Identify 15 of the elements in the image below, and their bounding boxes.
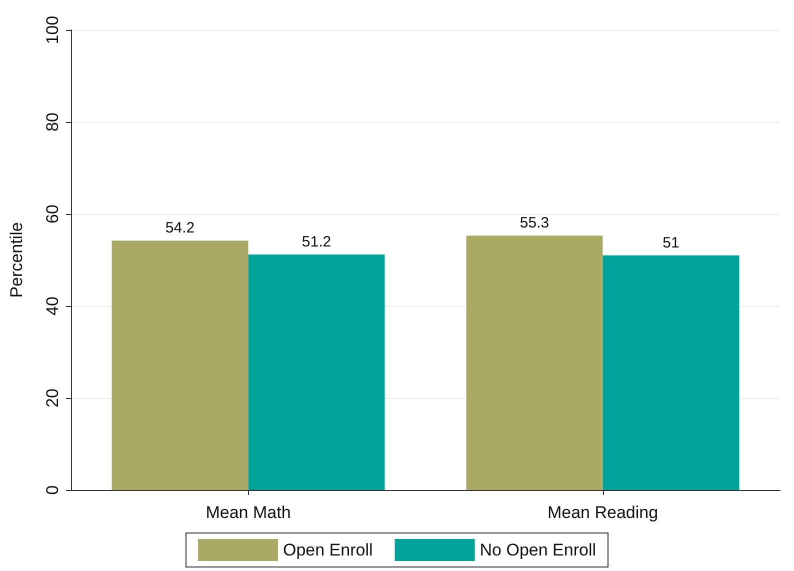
y-tick-label: 0 bbox=[43, 485, 62, 495]
y-axis-title: Percentile bbox=[7, 222, 26, 298]
x-tick-label: Mean Reading bbox=[547, 503, 658, 522]
y-tick-label: 100 bbox=[43, 16, 62, 44]
data-label: 54.2 bbox=[165, 220, 195, 237]
y-tick-label: 80 bbox=[43, 112, 62, 132]
y-tick-label: 60 bbox=[43, 204, 62, 224]
legend-label: Open Enroll bbox=[283, 540, 373, 560]
data-label: 55.3 bbox=[520, 214, 550, 232]
y-tick-label: 40 bbox=[43, 296, 62, 316]
y-tick-label: 20 bbox=[43, 388, 62, 408]
legend-label: No Open Enroll bbox=[480, 540, 596, 560]
data-label: 51 bbox=[662, 234, 680, 252]
x-tick-label: Mean Math bbox=[206, 503, 291, 522]
data-label: 51.2 bbox=[302, 233, 332, 250]
